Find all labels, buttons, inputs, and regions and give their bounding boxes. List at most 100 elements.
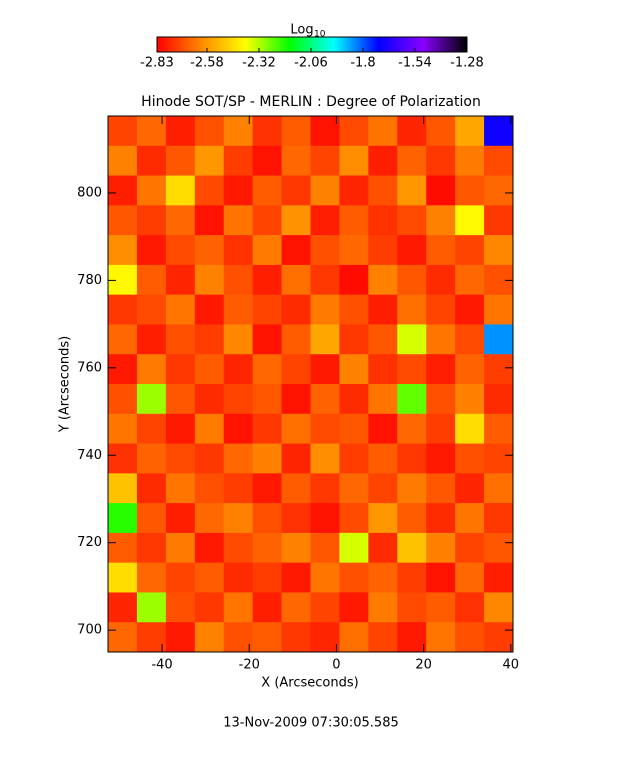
plot-frame [107, 115, 514, 653]
heatmap-cell [368, 413, 398, 445]
heatmap-cell [194, 116, 225, 147]
heatmap-cell [339, 294, 369, 325]
heatmap-cell [223, 354, 254, 385]
heatmap-cell [136, 116, 167, 147]
heatmap-cell [426, 116, 456, 147]
heatmap-cell [194, 622, 225, 653]
colorbar-tick-label: -2.06 [294, 56, 328, 71]
heatmap-cell [397, 384, 427, 415]
heatmap-cell [223, 205, 254, 236]
x-tick-label: 20 [415, 658, 432, 673]
heatmap-cell [108, 622, 138, 653]
heatmap-cell [310, 413, 340, 445]
y-tick-label: 700 [77, 623, 102, 638]
heatmap-cell [281, 116, 311, 147]
heatmap-cell [223, 294, 254, 325]
heatmap-cell [223, 532, 254, 564]
heatmap-cell [426, 413, 456, 445]
heatmap-cell [223, 503, 254, 534]
x-tick-label: -20 [239, 658, 260, 673]
heatmap-cell [108, 473, 138, 504]
heatmap-cell [455, 294, 485, 325]
heatmap-cell [194, 473, 225, 504]
heatmap-cell [223, 443, 254, 474]
heatmap-cell [165, 354, 196, 385]
heatmap-cell [252, 562, 283, 593]
heatmap-cell [339, 145, 369, 177]
heatmap-cell [455, 413, 485, 445]
heatmap-cell [165, 264, 196, 296]
heatmap-cell [252, 205, 283, 236]
heatmap-cell [310, 324, 340, 355]
y-tick-label: 800 [77, 185, 102, 200]
heatmap-cell [281, 622, 311, 653]
heatmap-cell [108, 235, 138, 266]
heatmap-cell [339, 622, 369, 653]
heatmap-cell [484, 562, 514, 593]
heatmap-cell [165, 473, 196, 504]
heatmap-cell [426, 324, 456, 355]
heatmap-cell [194, 532, 225, 564]
heatmap-cell [339, 175, 369, 206]
heatmap-cell [368, 294, 398, 325]
heatmap-cell [426, 384, 456, 415]
heatmap-cell [484, 443, 514, 474]
heatmap-cell [484, 413, 514, 445]
heatmap-cell [281, 443, 311, 474]
x-tick-label: 40 [503, 658, 520, 673]
heatmap-cell [223, 264, 254, 296]
heatmap-cell [136, 235, 167, 266]
heatmap-cell [108, 503, 138, 534]
heatmap-cell [252, 473, 283, 504]
heatmap-cell [426, 562, 456, 593]
heatmap-cell [397, 175, 427, 206]
heatmap-cell [223, 145, 254, 177]
heatmap-cell [484, 532, 514, 564]
heatmap-cell [484, 205, 514, 236]
heatmap-cell [108, 592, 138, 623]
heatmap-cell [165, 384, 196, 415]
heatmap-cell [310, 532, 340, 564]
heatmap-cell [426, 503, 456, 534]
heatmap-cell [165, 294, 196, 325]
heatmap-cell [136, 264, 167, 296]
heatmap-cell [339, 384, 369, 415]
heatmap-cell [136, 413, 167, 445]
heatmap-cell [455, 324, 485, 355]
heatmap-cell [281, 294, 311, 325]
heatmap-cell [281, 354, 311, 385]
heatmap-cell [252, 145, 283, 177]
heatmap-cell [339, 592, 369, 623]
heatmap-cell [108, 116, 138, 147]
heatmap-cell [397, 503, 427, 534]
heatmap-cell [223, 413, 254, 445]
heatmap-cell [426, 145, 456, 177]
heatmap-cell [194, 443, 225, 474]
heatmap-cell [281, 503, 311, 534]
colorbar-label: Log [290, 23, 313, 38]
heatmap-cell [426, 264, 456, 296]
heatmap-cell [194, 175, 225, 206]
heatmap-cell [165, 116, 196, 147]
heatmap-cell [339, 443, 369, 474]
heatmap-cell [165, 413, 196, 445]
heatmap-cell [281, 413, 311, 445]
heatmap-cell [108, 443, 138, 474]
heatmap-cell [252, 324, 283, 355]
heatmap-cell [484, 503, 514, 534]
heatmap-cell [223, 324, 254, 355]
y-tick-label: 760 [77, 360, 102, 375]
colorbar-tick-label: -1.54 [398, 56, 432, 71]
heatmap-cell [136, 443, 167, 474]
heatmap-cell [281, 532, 311, 564]
colorbar-tick-label: -2.32 [242, 56, 276, 71]
heatmap-cell [397, 354, 427, 385]
heatmap-cell [108, 175, 138, 206]
heatmap-cell [281, 145, 311, 177]
heatmap-cell [165, 235, 196, 266]
heatmap-cell [108, 145, 138, 177]
heatmap-cell [194, 235, 225, 266]
heatmap-cell [223, 622, 254, 653]
heatmap-cell [165, 145, 196, 177]
heatmap-cell [426, 235, 456, 266]
